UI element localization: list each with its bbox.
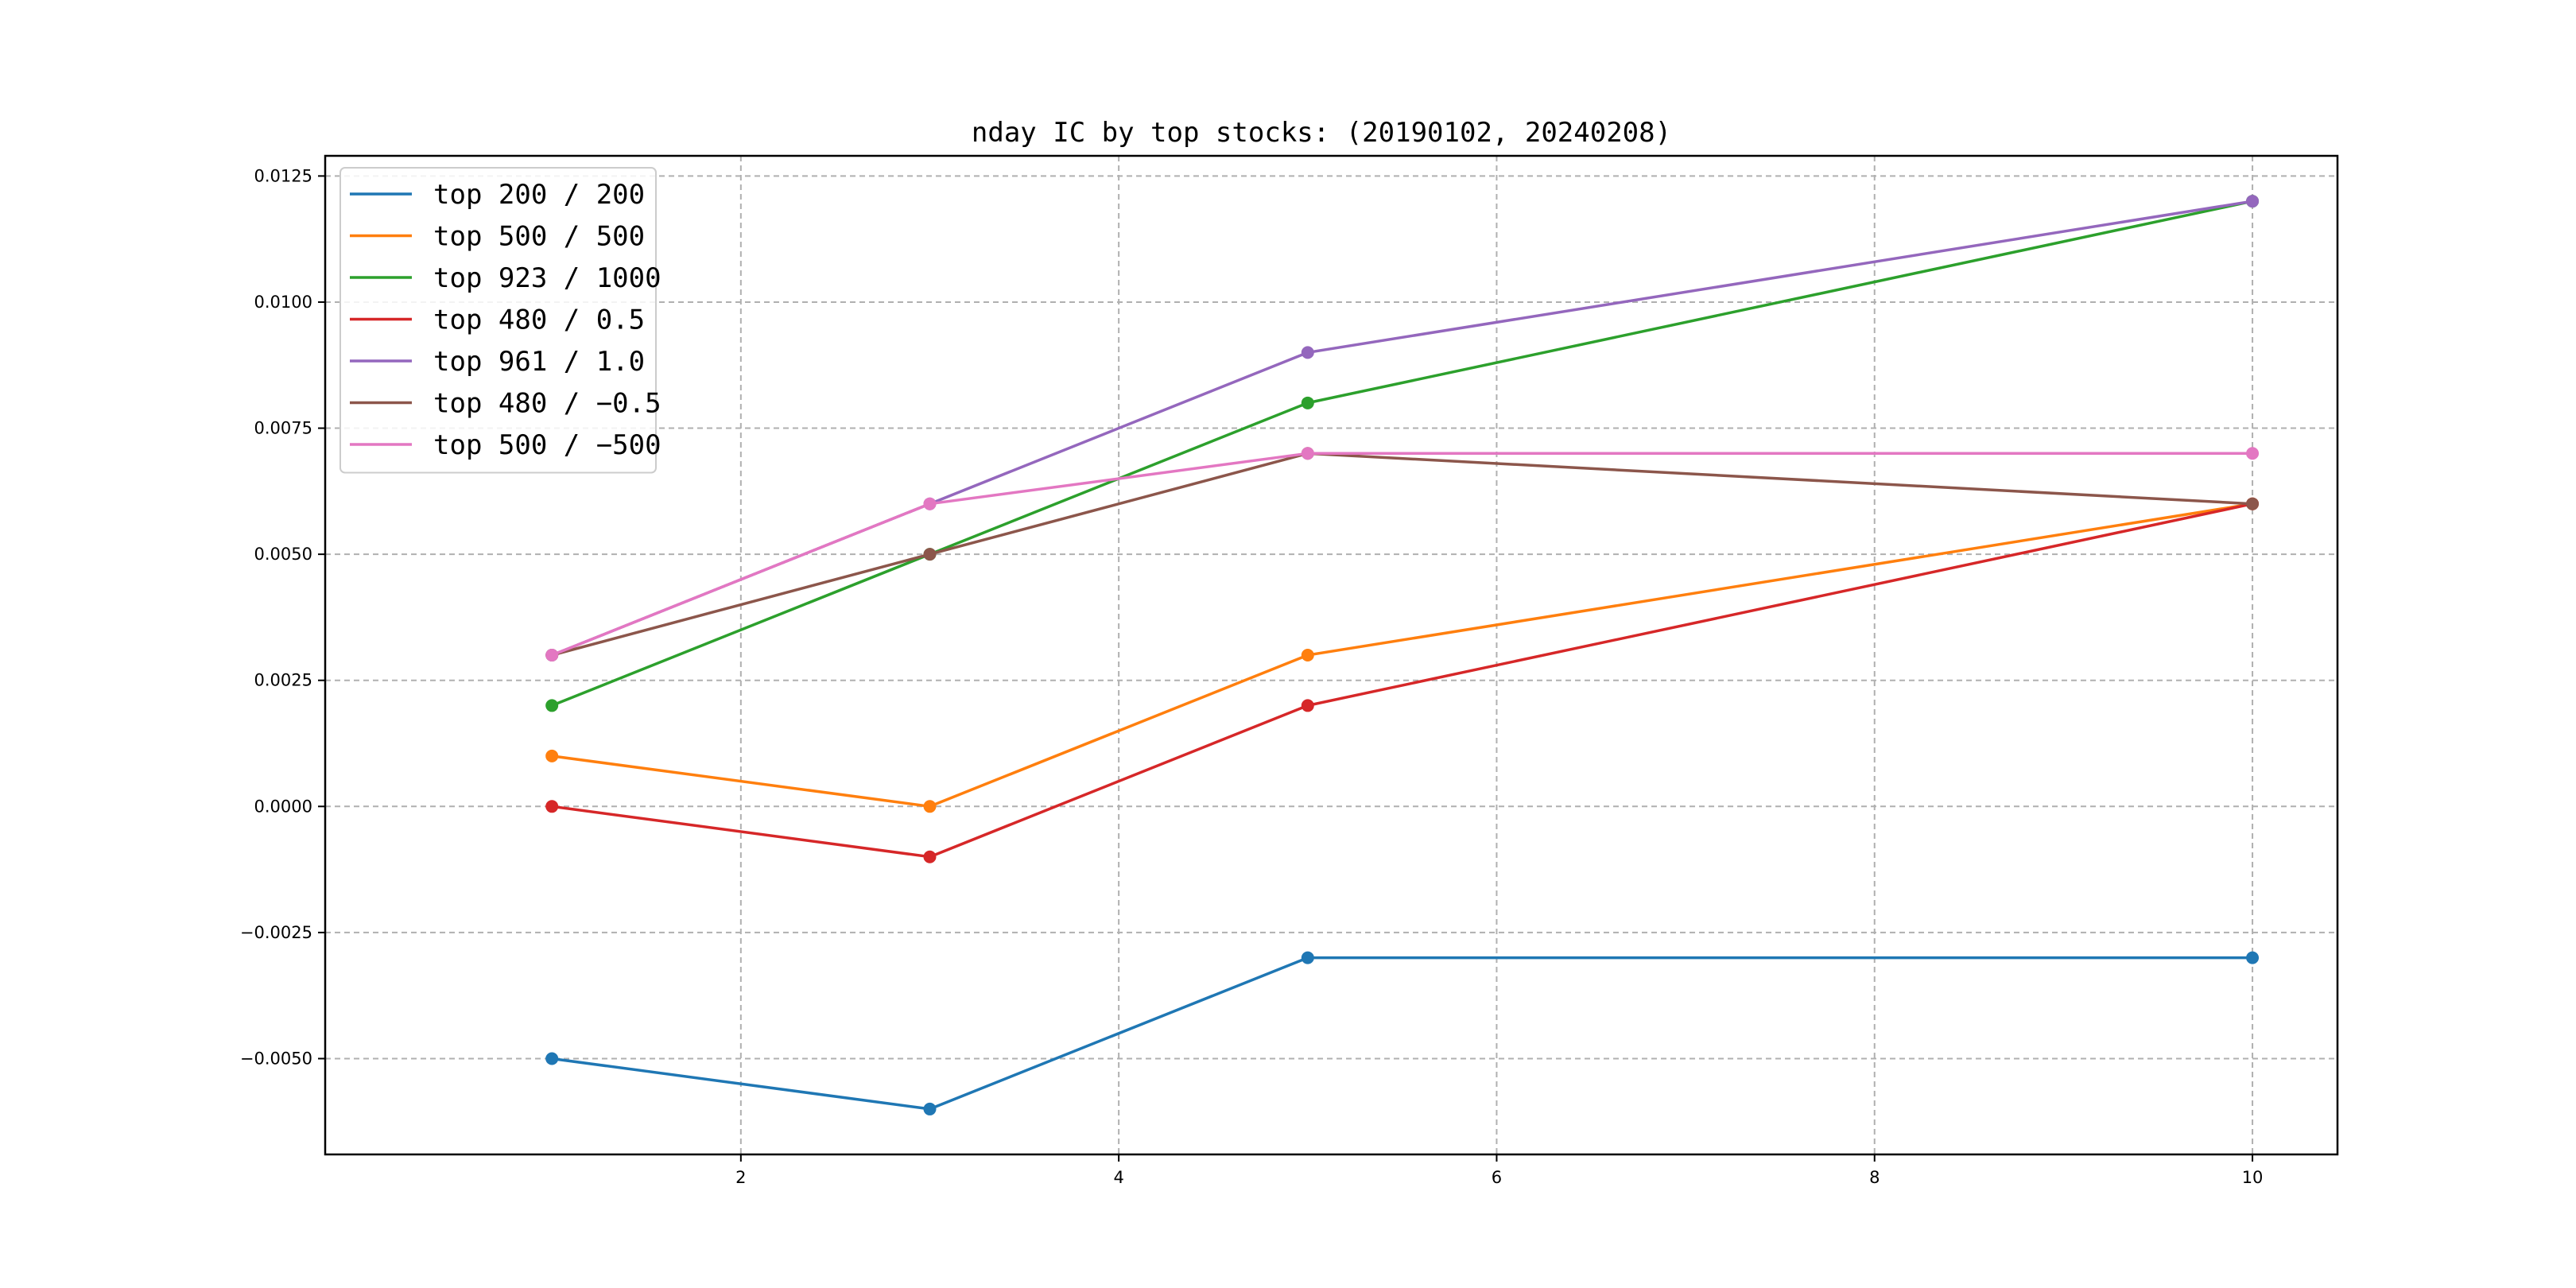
legend-item: top 200 / 200: [350, 179, 645, 211]
data-point: [1301, 346, 1314, 359]
legend-label: top 500 / 500: [433, 221, 645, 253]
x-tick-label: 10: [2242, 1168, 2264, 1187]
legend-item: top 961 / 1.0: [350, 346, 645, 378]
legend-label: top 500 / −500: [433, 429, 661, 461]
y-tick-label: 0.0000: [254, 797, 312, 816]
legend-label: top 961 / 1.0: [433, 346, 645, 378]
data-point: [545, 749, 559, 762]
series-line: [551, 502, 2253, 809]
series-lines: [545, 195, 2260, 1115]
series-2: [545, 497, 2260, 813]
data-point: [2246, 951, 2260, 964]
data-point: [923, 850, 937, 863]
data-point: [923, 800, 937, 813]
data-point: [1301, 951, 1314, 964]
legend-box: [339, 167, 657, 474]
data-point: [923, 497, 937, 510]
data-point: [923, 1102, 937, 1115]
legend-label: top 480 / −0.5: [433, 388, 661, 420]
series-line: [551, 956, 2253, 1111]
data-point: [2246, 447, 2260, 460]
data-point: [1301, 447, 1314, 460]
legend-label: top 923 / 1000: [433, 262, 661, 294]
data-point: [545, 800, 559, 813]
y-tick-label: 0.0100: [254, 293, 312, 312]
data-point: [545, 1052, 559, 1065]
plot-frame: [324, 154, 2339, 1156]
legend-label: top 480 / 0.5: [433, 305, 645, 336]
legend-item: top 500 / 500: [350, 221, 645, 253]
data-point: [923, 548, 937, 561]
y-tick-label: −0.0050: [240, 1049, 312, 1068]
legend-label: top 200 / 200: [433, 179, 645, 211]
data-point: [545, 649, 559, 661]
axis-ticks: 2 4 6 8 10 −0.0050 −0.0025 0.0000 0.0025 0.0050 0.…: [240, 166, 2264, 1187]
y-tick-label: −0.0025: [240, 923, 312, 942]
y-tick-label: 0.0050: [254, 545, 312, 564]
data-point: [1301, 699, 1314, 712]
x-tick-label: 2: [735, 1168, 746, 1187]
data-point: [2246, 497, 2260, 510]
y-tick-label: 0.0075: [254, 419, 312, 438]
y-tick-label: 0.0025: [254, 671, 312, 690]
data-point: [545, 699, 559, 712]
x-tick-label: 6: [1492, 1168, 1502, 1187]
chart-title: nday IC by top stocks: (20190102, 202402…: [972, 117, 1671, 149]
legend-item: top 500 / −500: [350, 429, 661, 461]
legend-item: top 480 / −0.5: [350, 388, 661, 420]
series-1: [545, 951, 2260, 1115]
series-4: [545, 497, 2260, 863]
data-point: [1301, 396, 1314, 409]
legend-item: top 923 / 1000: [350, 262, 661, 294]
legend-item: top 480 / 0.5: [350, 305, 645, 336]
series-line: [551, 452, 2253, 657]
series-line: [551, 452, 2253, 657]
x-tick-label: 4: [1113, 1168, 1123, 1187]
y-tick-label: 0.0125: [254, 166, 312, 185]
series-line: [551, 502, 2253, 859]
series-7: [545, 447, 2260, 661]
legend: top 200 / 200 top 500 / 500 top 923 / 1000…: [339, 167, 661, 474]
data-point: [2246, 195, 2260, 208]
data-point: [1301, 649, 1314, 661]
x-tick-label: 8: [1869, 1168, 1880, 1187]
